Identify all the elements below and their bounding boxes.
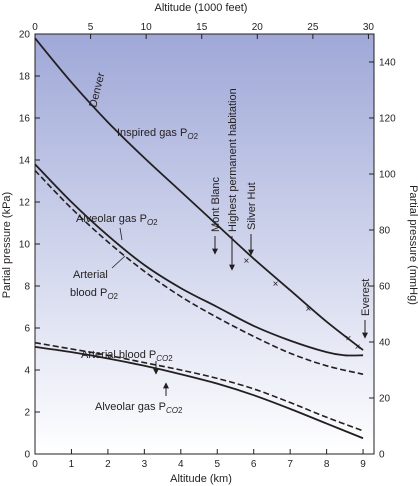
annotation-mont-blanc: Mont Blanc [210,176,222,232]
y-left-tick-label: 6 [24,324,30,335]
annotation-everest: Everest [360,279,372,316]
label-arterial-po2-line1: Arterial [73,269,108,281]
y-left-tick-label: 2 [24,408,30,419]
series-line-4 [34,341,364,432]
annotation-highest-habitation: Highest permanent habitation [227,88,239,232]
x-bottom-tick-label: 9 [360,459,366,470]
x-bottom-tick-label: 5 [214,459,220,470]
label-arterial-po2-line2: blood PO2 [70,287,119,301]
x-top-tick-label: 20 [252,22,264,33]
x-bottom-tick-label: 7 [287,459,293,470]
y-right-tick-label: 0 [379,450,385,461]
y-left-tick-label: 0 [24,450,30,461]
x-bottom-tick-label: 4 [178,459,184,470]
x-mark: × [355,342,361,353]
y-left-axis-title: Partial pressure (kPa) [1,192,13,298]
leader-arterial-po2 [111,255,126,269]
label-alveolar-pco2: Alveolar gas PCO2 [95,401,183,415]
x-top-tick-label: 10 [141,22,153,33]
y-left-tick-label: 20 [19,30,31,41]
x-bottom-tick-label: 3 [142,459,148,470]
x-top-tick-label: 25 [307,22,319,33]
label-alveolar-po2: Alveolar gas PO2 [76,213,158,227]
series-layer [34,37,364,440]
y-right-tick-label: 80 [379,226,391,237]
x-bottom-tick-label: 8 [324,459,330,470]
y-right-tick-label: 140 [379,58,396,69]
y-left-tick-label: 16 [19,114,31,125]
series-line-1 [34,37,364,351]
y-right-tick-label: 40 [379,338,391,349]
y-left-tick-label: 12 [19,198,31,209]
y-right-tick-label: 100 [379,170,396,181]
x-mark: × [305,304,311,315]
x-top-tick-label: 5 [88,22,94,33]
y-left-tick-label: 10 [19,240,31,251]
x-bottom-tick-label: 0 [32,459,38,470]
x-mark: × [273,279,279,290]
y-left-tick-label: 8 [24,282,30,293]
label-inspired-po2: Inspired gas PO2 [117,127,199,141]
plot-background [35,34,374,454]
series-line-3 [34,169,364,375]
x-top-tick-label: 0 [32,22,38,33]
annotation-silver-hut: Silver Hut [246,182,258,230]
label-arterial-pco2: Arterial blood PCO2 [81,349,173,363]
leader-alveolar-po2 [119,227,123,241]
y-right-tick-label: 60 [379,282,391,293]
x-top-tick-label: 30 [363,22,375,33]
series-line-5 [34,346,364,440]
x-top-tick-label: 15 [196,22,208,33]
y-right-tick-label: 120 [379,114,396,125]
x-mark: × [243,256,249,267]
y-left-tick-label: 14 [19,156,31,167]
ticks-layer: 0 1 2 3 4 5 6 7 8 90 5 10 15 20 25 30024681012141618200… [19,22,396,470]
x-marks-layer: ××××× [243,256,360,353]
x-mark: × [346,334,352,345]
series-line-2 [34,163,364,357]
x-bottom-tick-label: 1 [69,459,75,470]
y-left-tick-label: 18 [19,72,31,83]
x-top-axis-title: Altitude (1000 feet) [155,2,248,14]
y-right-tick-label: 20 [379,394,391,405]
x-bottom-tick-label: 2 [105,459,111,470]
y-right-axis-title: Partial pressure (mmHg) [407,185,418,305]
y-left-tick-label: 4 [24,366,30,377]
x-bottom-axis-title: Altitude (km) [170,473,232,485]
x-bottom-tick-label: 6 [251,459,257,470]
